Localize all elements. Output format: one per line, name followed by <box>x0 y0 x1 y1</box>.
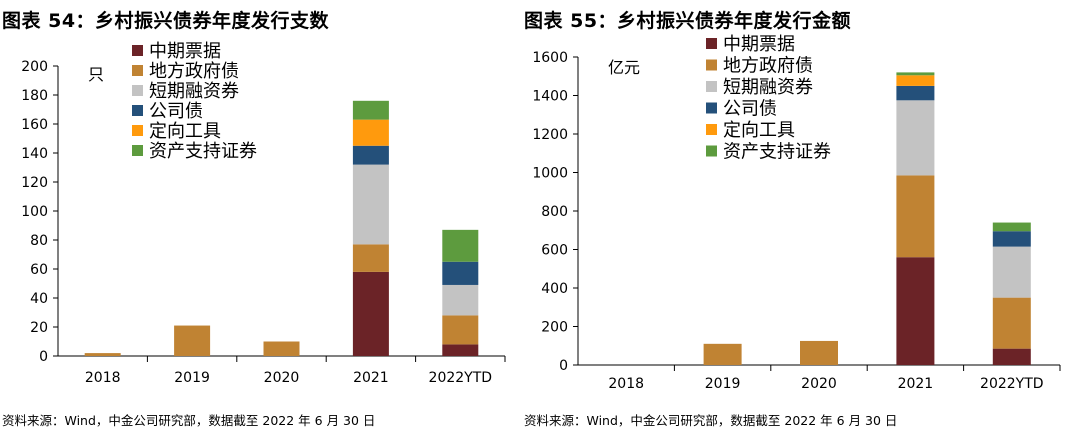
bar-mtn-2022ytd <box>442 344 479 356</box>
y-tick-label: 200 <box>21 59 48 75</box>
y-tick-label: 100 <box>21 204 48 220</box>
stacked-bar-chart-count: 0 20 40 60 80 100 120 140 160 180 200 2018 2019 2020 2… <box>21 41 506 386</box>
legend-label-abs: 资产支持证券 <box>723 142 831 163</box>
x-tick-label-2022ytd: 2022YTD <box>980 376 1044 392</box>
y-tick-label: 0 <box>559 358 568 374</box>
y-tick-label: 1200 <box>532 127 568 143</box>
bar-mtn-2021 <box>352 271 389 356</box>
legend-label-cp: 短期融资券 <box>723 77 813 98</box>
x-tick-label-2018: 2018 <box>85 370 121 386</box>
chart-title: 图表 55：乡村振兴债券年度发行金额 <box>524 10 852 32</box>
legend-swatch-corporate-bond <box>706 102 717 114</box>
bar-local-gov-bond-2022ytd <box>992 297 1031 349</box>
bar-abs-2021 <box>896 72 935 76</box>
legend-label-local-gov-bond: 地方政府债 <box>723 56 813 77</box>
legend-swatch-cp <box>132 85 143 96</box>
bar-local-gov-bond-2018 <box>84 353 121 356</box>
legend-swatch-mtn <box>706 38 717 49</box>
x-tick-label-2020: 2020 <box>264 370 300 386</box>
bar-local-gov-bond-2020 <box>263 341 300 356</box>
y-tick-label: 800 <box>541 204 568 220</box>
legend-swatch-local-gov-bond <box>132 65 143 76</box>
y-tick-label: 160 <box>21 117 48 133</box>
bar-mtn-2022ytd <box>992 348 1031 365</box>
y-tick-label: 20 <box>30 320 48 336</box>
stacked-bar-chart-amount: 0 200 400 600 800 1000 1200 1400 1600 2018 2019 202… <box>532 34 1061 392</box>
chart-panel-amount: 图表 55：乡村振兴债券年度发行金额 0 200 400 600 800 1000 1200… <box>522 0 1061 434</box>
bar-cp-2021 <box>352 164 389 245</box>
legend-swatch-abs <box>132 145 143 156</box>
x-tick-label-2022ytd: 2022YTD <box>429 370 493 386</box>
x-tick-label-2021: 2021 <box>898 376 934 392</box>
x-tick-label-2021: 2021 <box>353 370 389 386</box>
bar-local-gov-bond-2021 <box>896 175 935 258</box>
bar-cp-2022ytd <box>442 284 479 316</box>
chart-panel-count: 图表 54：乡村振兴债券年度发行支数 0 20 40 60 80 100 120 140 160… <box>0 0 530 434</box>
legend-swatch-ppn <box>706 124 717 135</box>
x-tick-label-2019: 2019 <box>174 370 210 386</box>
unit-label: 亿元 <box>608 58 640 77</box>
bar-abs-2022ytd <box>992 222 1031 232</box>
y-tick-label: 1000 <box>532 166 568 182</box>
x-tick-label-2019: 2019 <box>705 376 741 392</box>
bar-local-gov-bond-2019 <box>174 325 211 356</box>
legend-label-local-gov-bond: 地方政府债 <box>149 61 239 82</box>
x-tick-label-2020: 2020 <box>801 376 837 392</box>
y-tick-label: 80 <box>30 233 48 249</box>
bar-abs-2021 <box>352 100 389 120</box>
y-tick-label: 400 <box>541 281 568 297</box>
legend-label-abs: 资产支持证券 <box>149 141 257 162</box>
bar-local-gov-bond-2022ytd <box>442 315 479 345</box>
legend-swatch-abs <box>706 145 717 157</box>
legend-label-corporate-bond: 公司债 <box>723 99 777 120</box>
y-tick-label: 1400 <box>532 89 568 105</box>
bar-corporate-bond-2021 <box>896 85 935 101</box>
bar-local-gov-bond-2019 <box>703 343 742 365</box>
legend-swatch-cp <box>706 81 717 92</box>
bar-ppn-2021 <box>896 75 935 86</box>
y-tick-label: 60 <box>30 262 48 278</box>
bar-local-gov-bond-2020 <box>800 340 838 365</box>
y-tick-label: 140 <box>21 146 48 162</box>
y-tick-label: 120 <box>21 175 48 191</box>
legend-swatch-ppn <box>132 125 143 136</box>
x-tick-label-2018: 2018 <box>608 376 644 392</box>
chart-title: 图表 54：乡村振兴债券年度发行支数 <box>2 10 330 32</box>
legend-swatch-corporate-bond <box>132 105 143 116</box>
y-tick-label: 200 <box>541 320 568 336</box>
bar-corporate-bond-2022ytd <box>992 231 1031 247</box>
bar-mtn-2021 <box>896 257 935 365</box>
source-note: 资料来源：Wind，中金公司研究部，数据截至 2022 年 6 月 30 日 <box>524 413 898 428</box>
legend-swatch-mtn <box>132 45 143 56</box>
bar-abs-2022ytd <box>442 229 479 262</box>
bar-cp-2022ytd <box>992 246 1031 298</box>
legend-swatch-local-gov-bond <box>706 59 717 71</box>
legend-label-mtn: 中期票据 <box>723 34 795 55</box>
bar-corporate-bond-2021 <box>352 145 389 165</box>
y-tick-label: 600 <box>541 243 568 259</box>
y-tick-label: 40 <box>30 291 48 307</box>
legend-label-ppn: 定向工具 <box>723 120 795 141</box>
y-tick-label: 180 <box>21 88 48 104</box>
y-tick-label: 1600 <box>532 50 568 66</box>
bar-corporate-bond-2022ytd <box>442 261 479 285</box>
legend-label-cp: 短期融资券 <box>149 81 239 102</box>
bar-cp-2021 <box>896 100 935 176</box>
legend-label-ppn: 定向工具 <box>149 121 221 142</box>
bar-ppn-2021 <box>352 119 389 146</box>
source-note: 资料来源：Wind，中金公司研究部，数据截至 2022 年 6 月 30 日 <box>2 413 376 428</box>
legend-label-mtn: 中期票据 <box>149 41 221 62</box>
legend-label-corporate-bond: 公司债 <box>149 101 203 122</box>
bar-local-gov-bond-2021 <box>352 244 389 272</box>
unit-label: 只 <box>88 65 104 84</box>
y-tick-label: 0 <box>39 349 48 365</box>
